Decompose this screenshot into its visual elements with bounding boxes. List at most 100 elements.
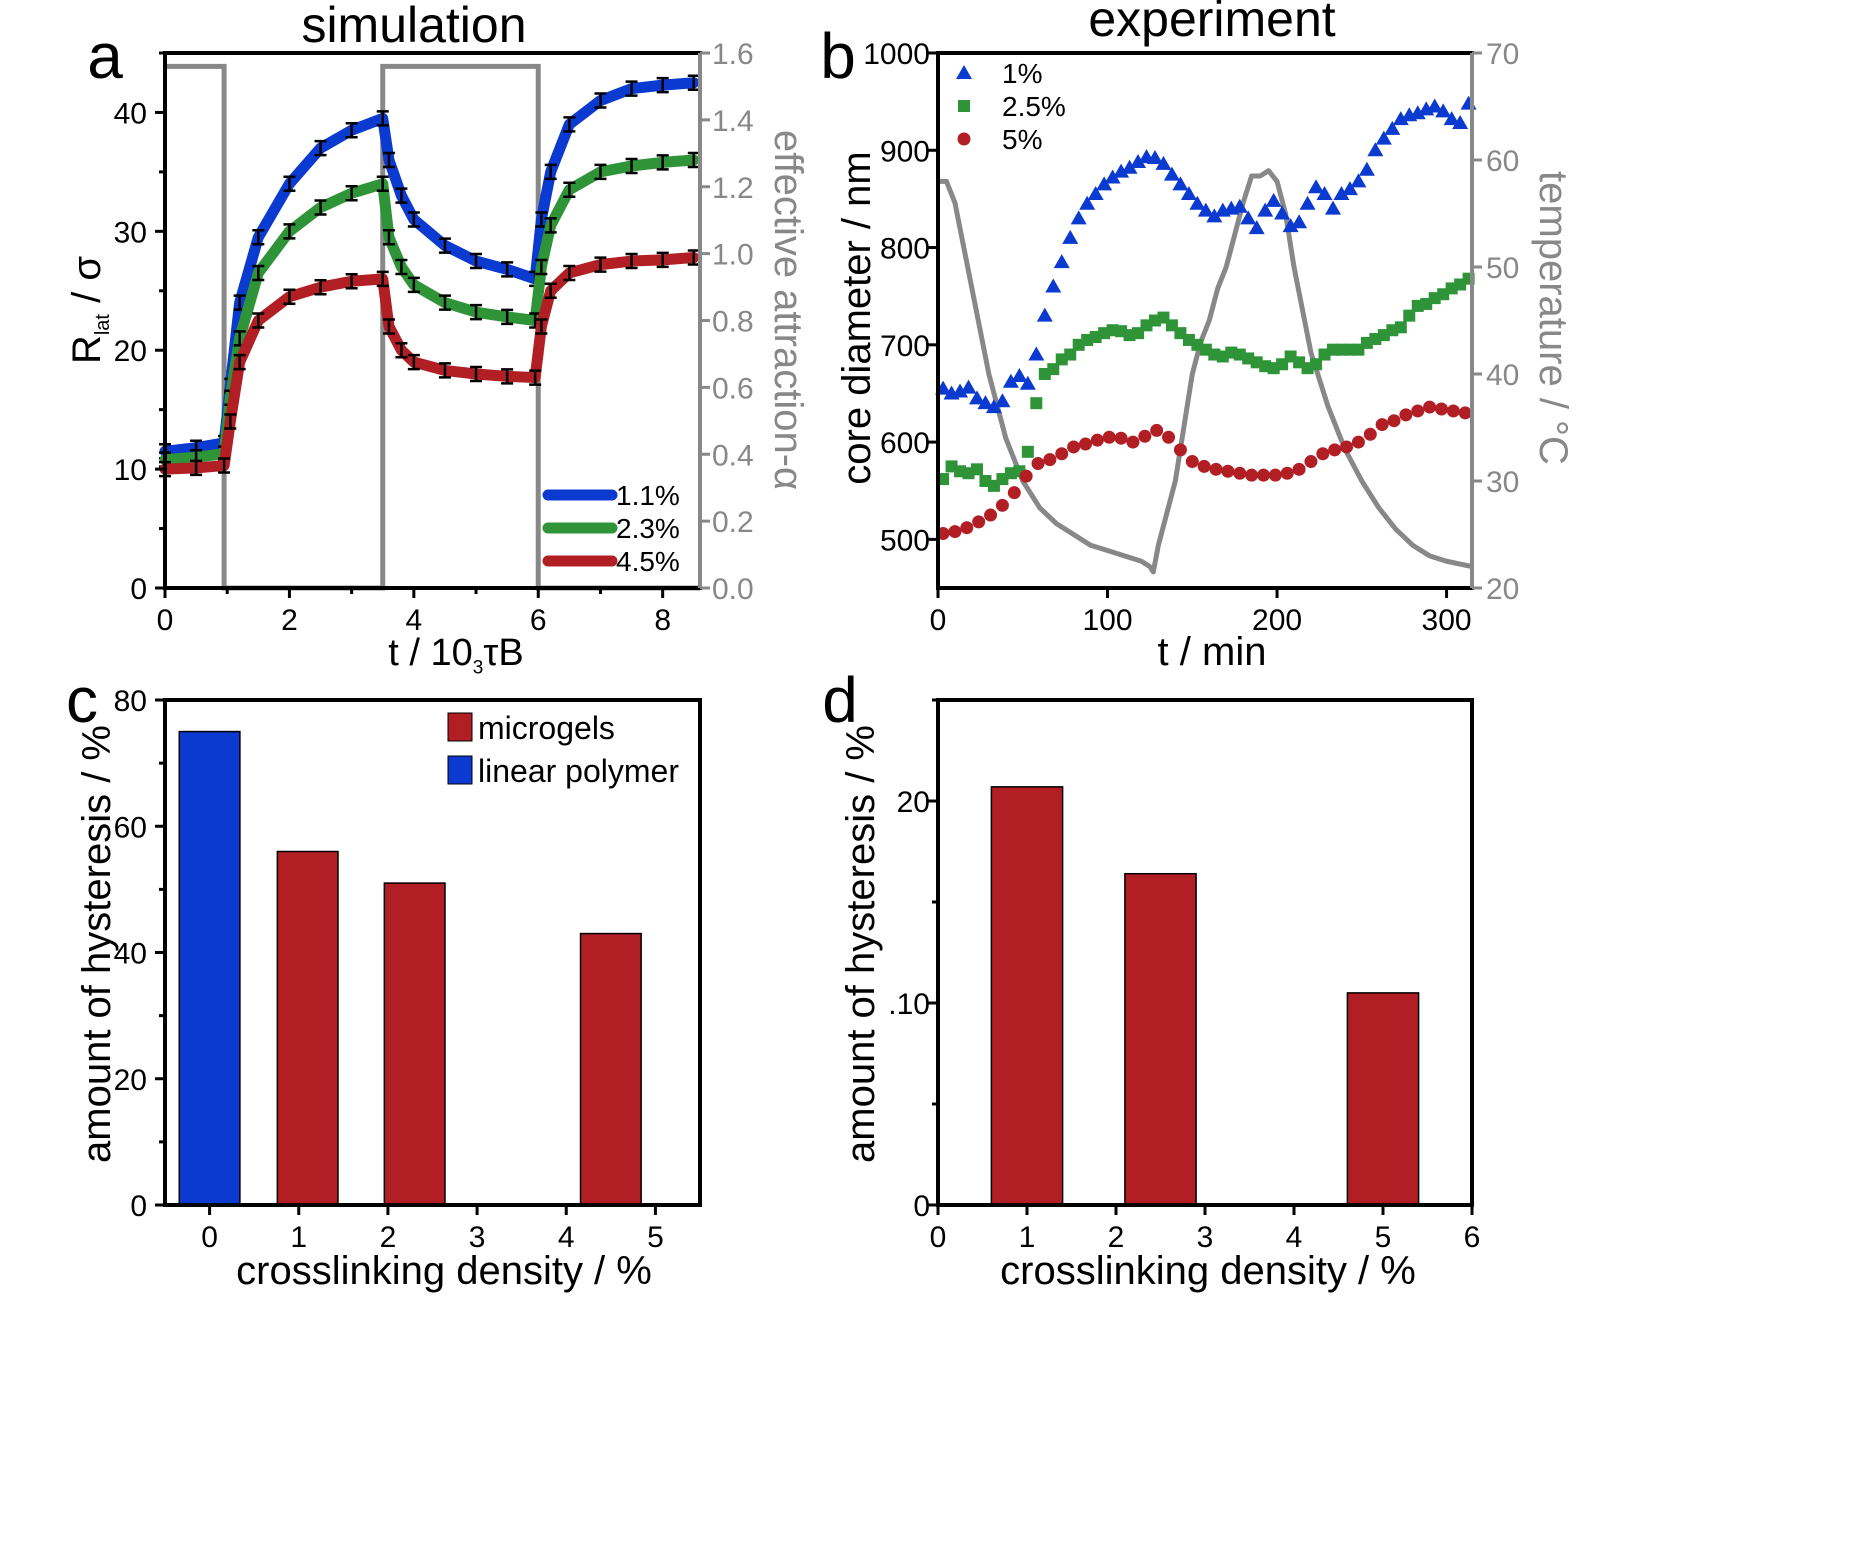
data-point-1% xyxy=(1028,347,1044,361)
data-point-1% xyxy=(1291,214,1307,228)
data-point-2.5% xyxy=(971,463,983,475)
panel-d: d 0 1 2 3 4 5 6 0 .10 20 crosslinking density / % am… xyxy=(822,664,1480,1293)
legend-label-c-1: microgels xyxy=(478,710,615,746)
data-point-5% xyxy=(1079,438,1092,451)
y-tick-label-b: 900 xyxy=(880,135,930,168)
legend-marker-b-3 xyxy=(958,133,971,146)
data-point-5% xyxy=(948,525,961,538)
legend-label-c-2: linear polymer xyxy=(478,753,679,789)
data-point-5% xyxy=(1198,460,1211,473)
figure: a simulation0 2 4 6 80102030400.00.20.40.60.8… xyxy=(0,0,1872,1560)
y2-tick-label-b: 70 xyxy=(1486,38,1519,71)
y2-tick-label-a: 1.4 xyxy=(712,105,754,138)
x-tick-label-b: 0 xyxy=(930,604,947,637)
y-tick-label-c: 80 xyxy=(114,685,147,718)
data-point-1% xyxy=(1045,278,1061,292)
panel-a: a simulation 0 2 4 6 8 0 10 20 30 40 0.0 0.2 0.4 0.6 0.8… xyxy=(65,0,810,678)
y-axis-label-c: amount of hysteresis / % xyxy=(75,725,119,1163)
data-point-2.5% xyxy=(1395,321,1407,333)
legend-swatch-c-1 xyxy=(448,713,472,741)
legend-marker-b-2 xyxy=(958,100,970,112)
data-point-5% xyxy=(1245,469,1258,482)
y-tick-label-d: .10 xyxy=(888,988,930,1021)
data-point-5% xyxy=(1221,465,1234,478)
y-tick-label-a: 30 xyxy=(114,216,147,249)
legend-label-b-2: 2.5% xyxy=(1002,91,1066,122)
panel-letter-b: b xyxy=(820,20,856,92)
data-point-5% xyxy=(996,499,1009,512)
data-point-5% xyxy=(1032,457,1045,470)
y-tick-label-a: 10 xyxy=(114,454,147,487)
data-point-2.5% xyxy=(1030,397,1042,409)
x-tick-label-a: 0 xyxy=(157,604,174,637)
legend-label-a-2: 2.3% xyxy=(616,513,680,544)
data-point-5% xyxy=(1210,463,1223,476)
data-point-5% xyxy=(1364,428,1377,441)
data-point-5% xyxy=(1435,403,1448,416)
data-point-5% xyxy=(960,521,973,534)
y2-axis-label-a: effective attraction-α xyxy=(766,130,810,490)
x-axis-label-b: t / min xyxy=(1158,630,1267,674)
x-tick-label-a: 8 xyxy=(654,604,671,637)
data-point-5% xyxy=(1162,431,1175,444)
data-point-1% xyxy=(1011,368,1027,382)
bar-microgels xyxy=(991,787,1062,1205)
y-tick-label-a: 20 xyxy=(114,335,147,368)
data-point-5% xyxy=(1447,404,1460,417)
y2-tick-label-a: 1.6 xyxy=(712,38,754,71)
data-point-5% xyxy=(1055,447,1068,460)
y2-tick-label-a: 1.2 xyxy=(712,172,754,205)
data-point-5% xyxy=(1269,469,1282,482)
bar-linear-polymer xyxy=(179,732,240,1205)
data-point-5% xyxy=(1304,455,1317,468)
data-point-5% xyxy=(972,515,985,528)
y-tick-label-d: 0 xyxy=(913,1190,930,1223)
y2-tick-label-a: 0.0 xyxy=(712,573,754,606)
data-point-5% xyxy=(1174,443,1187,456)
y2-tick-label-b: 40 xyxy=(1486,359,1519,392)
data-point-1% xyxy=(1325,201,1341,215)
data-point-5% xyxy=(1316,447,1329,460)
y-tick-label-c: 0 xyxy=(130,1190,147,1223)
y-axis-label-d: amount of hysteresis / % xyxy=(839,725,883,1163)
data-point-1% xyxy=(1461,96,1477,110)
panel-c: c 0 1 2 3 4 5 0 20 40 60 80 crosslinking density / %… xyxy=(66,664,700,1293)
x-tick-label-b: 300 xyxy=(1422,604,1472,637)
data-point-5% xyxy=(1020,470,1033,483)
y-tick-label-b: 700 xyxy=(880,330,930,363)
x-axis-label-d: crosslinking density / % xyxy=(1000,1249,1416,1293)
y2-tick-label-a: 0.6 xyxy=(712,372,754,405)
y2-tick-label-a: 0.8 xyxy=(712,306,754,339)
data-point-5% xyxy=(1233,467,1246,480)
data-point-2.5% xyxy=(1022,446,1034,458)
data-point-5% xyxy=(1459,406,1472,419)
x-axis-label-c: crosslinking density / % xyxy=(236,1249,652,1293)
y2-tick-label-b: 60 xyxy=(1486,145,1519,178)
data-point-5% xyxy=(1150,424,1163,437)
bar-microgels xyxy=(384,883,445,1205)
y-tick-label-a: 0 xyxy=(130,573,147,606)
y2-tick-label-a: 0.2 xyxy=(712,506,754,539)
legend-label-b-1: 1% xyxy=(1002,58,1042,89)
data-point-5% xyxy=(1328,443,1341,456)
panel-b: bexperiment0 100 200 3005006007008009001000… xyxy=(820,0,1575,674)
data-point-5% xyxy=(1091,434,1104,447)
bar-microgels xyxy=(1125,874,1196,1205)
y2-tick-label-a: 1.0 xyxy=(712,239,754,272)
x-tick-label-a: 2 xyxy=(281,604,298,637)
data-point-5% xyxy=(1423,401,1436,414)
data-point-5% xyxy=(1399,408,1412,421)
y-axis-label-a: Rlat / σ xyxy=(65,256,114,364)
data-point-1% xyxy=(1359,162,1375,176)
legend-marker-b-1 xyxy=(956,65,972,79)
data-point-5% xyxy=(1388,414,1401,427)
data-point-5% xyxy=(1138,430,1151,443)
data-point-5% xyxy=(1115,432,1128,445)
data-point-1% xyxy=(1071,210,1087,224)
y-axis-label-b: core diameter / nm xyxy=(835,151,879,484)
x-tick-label-c: 0 xyxy=(201,1221,218,1254)
data-point-5% xyxy=(1293,463,1306,476)
data-point-5% xyxy=(1103,431,1116,444)
chart-title-a: simulation xyxy=(301,0,526,53)
data-point-1% xyxy=(1037,308,1053,322)
